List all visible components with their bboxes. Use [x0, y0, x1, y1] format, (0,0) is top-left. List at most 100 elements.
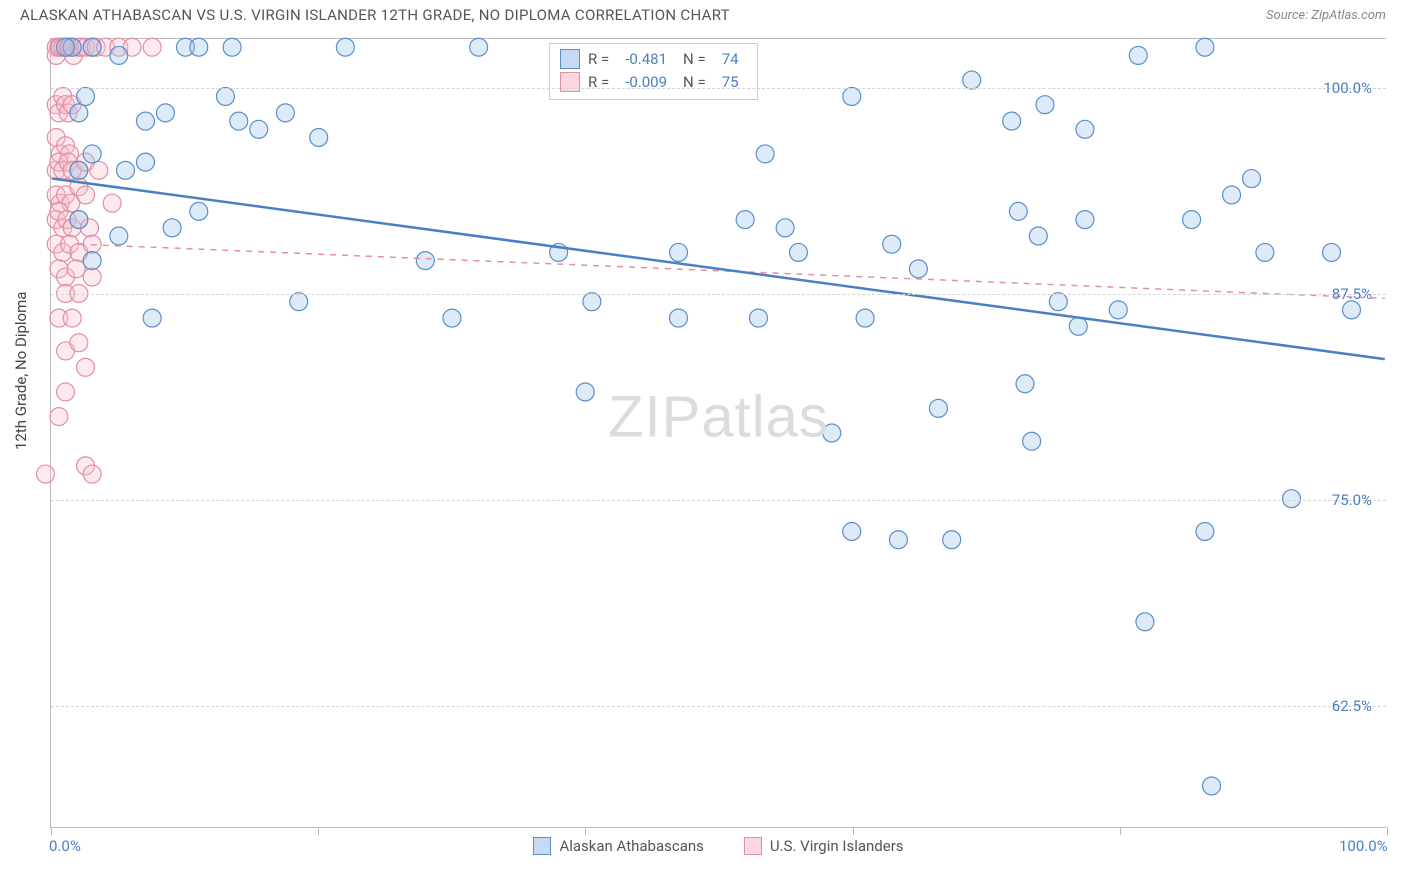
r-label: R = — [588, 48, 609, 71]
data-point — [83, 268, 101, 286]
data-point — [143, 309, 161, 327]
data-point — [929, 399, 947, 417]
data-point — [77, 87, 95, 105]
data-point — [70, 334, 88, 352]
x-tick — [853, 827, 854, 835]
data-point — [1049, 293, 1067, 311]
y-axis-label: 12th Grade, No Diploma — [12, 292, 30, 450]
data-point — [117, 161, 135, 179]
data-point — [943, 531, 961, 549]
r-value: -0.009 — [617, 71, 675, 94]
n-value: 74 — [714, 48, 747, 71]
data-point — [223, 38, 241, 56]
data-point — [1343, 301, 1361, 319]
series-swatch — [744, 837, 762, 855]
data-point — [50, 408, 68, 426]
data-point — [789, 243, 807, 261]
data-point — [136, 112, 154, 130]
legend-item: U.S. Virgin Islanders — [744, 837, 904, 855]
data-point — [889, 531, 907, 549]
r-label: R = — [588, 71, 609, 94]
data-point — [843, 87, 861, 105]
r-value: -0.481 — [617, 48, 675, 71]
chart-source: Source: ZipAtlas.com — [1266, 8, 1386, 23]
data-point — [83, 252, 101, 270]
data-point — [83, 465, 101, 483]
data-point — [90, 161, 108, 179]
y-tick-label: 87.5% — [1332, 285, 1372, 303]
data-point — [736, 211, 754, 229]
data-point — [1003, 112, 1021, 130]
y-tick-label: 75.0% — [1332, 491, 1372, 509]
data-point — [250, 120, 268, 138]
legend: Alaskan Athabascans U.S. Virgin Islanders — [51, 837, 1386, 855]
data-point — [336, 38, 354, 56]
data-point — [156, 104, 174, 122]
data-point — [843, 523, 861, 541]
data-point — [37, 465, 55, 483]
gridline — [51, 706, 1386, 707]
correlation-stat-box: R = -0.481 N = 74R = -0.009 N = 75 — [549, 43, 758, 100]
data-point — [1183, 211, 1201, 229]
data-point — [110, 46, 128, 64]
data-point — [83, 38, 101, 56]
scatter-plot-svg — [51, 39, 1386, 827]
data-point — [83, 145, 101, 163]
data-point — [216, 87, 234, 105]
data-point — [190, 202, 208, 220]
data-point — [750, 309, 768, 327]
y-tick-label: 62.5% — [1332, 697, 1372, 715]
data-point — [1196, 38, 1214, 56]
data-point — [77, 186, 95, 204]
x-tick — [1387, 827, 1388, 835]
data-point — [909, 260, 927, 278]
stat-row: R = -0.481 N = 74 — [560, 48, 747, 71]
chart-header: ALASKAN ATHABASCAN VS U.S. VIRGIN ISLAND… — [0, 0, 1406, 26]
data-point — [70, 161, 88, 179]
series-swatch — [533, 837, 551, 855]
data-point — [67, 260, 85, 278]
data-point — [57, 38, 75, 56]
data-point — [670, 243, 688, 261]
data-point — [470, 38, 488, 56]
data-point — [670, 309, 688, 327]
data-point — [823, 424, 841, 442]
stat-row: R =-0.009N =75 — [560, 71, 747, 94]
data-point — [143, 38, 161, 56]
x-tick — [585, 827, 586, 835]
data-point — [1223, 186, 1241, 204]
chart-title: ALASKAN ATHABASCAN VS U.S. VIRGIN ISLAND… — [20, 6, 730, 24]
data-point — [1256, 243, 1274, 261]
data-point — [443, 309, 461, 327]
data-point — [190, 38, 208, 56]
data-point — [77, 358, 95, 376]
data-point — [583, 293, 601, 311]
gridline — [51, 88, 1386, 89]
data-point — [756, 145, 774, 163]
data-point — [1136, 613, 1154, 631]
data-point — [276, 104, 294, 122]
n-value: 75 — [714, 71, 747, 94]
data-point — [136, 153, 154, 171]
data-point — [57, 383, 75, 401]
data-point — [1196, 523, 1214, 541]
data-point — [1069, 317, 1087, 335]
data-point — [1009, 202, 1027, 220]
x-tick-label: 0.0% — [49, 837, 81, 855]
n-label: N = — [683, 48, 706, 71]
data-point — [103, 194, 121, 212]
data-point — [1109, 301, 1127, 319]
gridline — [51, 294, 1386, 295]
x-tick — [318, 827, 319, 835]
x-tick — [1120, 827, 1121, 835]
data-point — [776, 219, 794, 237]
data-point — [163, 219, 181, 237]
data-point — [1076, 211, 1094, 229]
data-point — [1129, 46, 1147, 64]
data-point — [1323, 243, 1341, 261]
data-point — [1243, 170, 1261, 188]
series-swatch — [560, 49, 580, 69]
legend-label: Alaskan Athabascans — [559, 837, 703, 855]
data-point — [310, 129, 328, 147]
data-point — [1283, 490, 1301, 508]
